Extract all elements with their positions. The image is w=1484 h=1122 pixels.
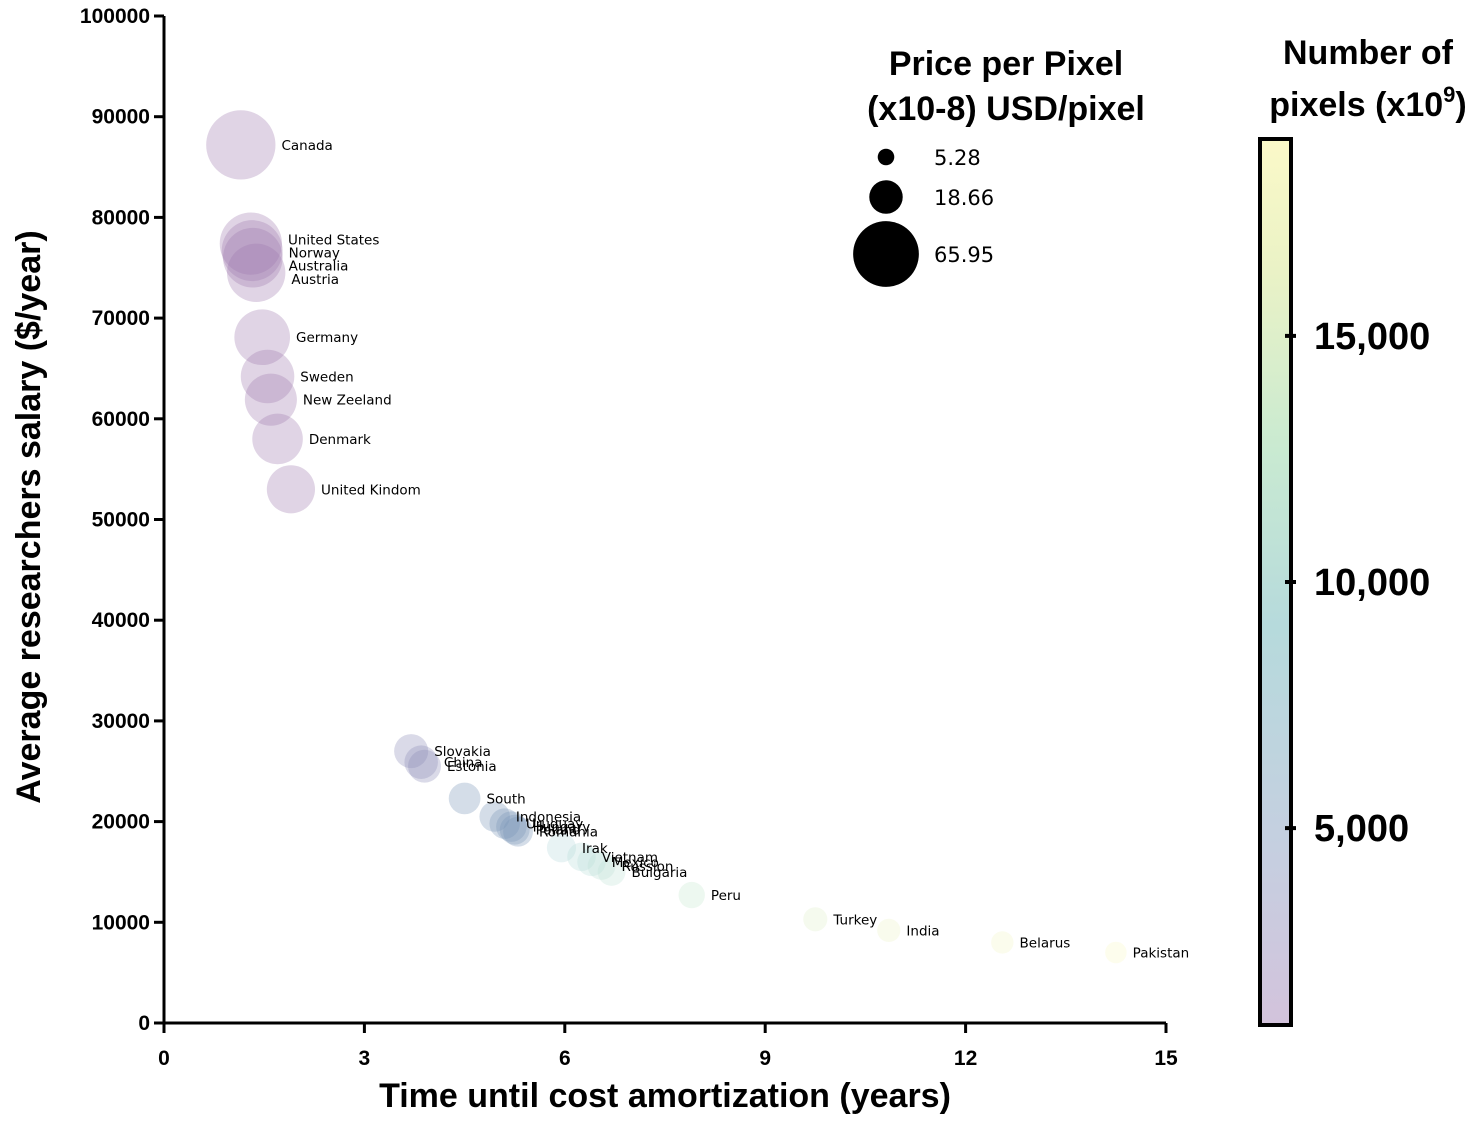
y-axis-ticks: 0 10000 20000 30000 40000 50000 60000 70000 8000… [80,5,164,1035]
point-label: Denmark [309,432,371,448]
point-label: Norway [289,246,340,262]
point-label: Mexico [612,855,659,871]
data-point [221,220,283,282]
size-legend-marker [853,221,919,287]
y-tick-label: 20000 [92,811,150,834]
y-tick-label: 70000 [92,307,150,330]
size-legend-label: 5.28 [934,146,981,170]
data-point [206,110,276,180]
point-label: Romania [539,825,598,841]
point-label: Bulgaria [631,865,687,881]
y-tick-label: 0 [138,1012,150,1035]
point-label: China [444,755,483,771]
data-point [219,212,282,275]
data-point [587,851,616,880]
y-tick-label: 10000 [92,911,150,934]
data-point [408,749,441,783]
y-tick-label: 30000 [92,710,150,733]
data-point [877,918,901,942]
size-legend-label: 18.66 [934,186,994,210]
data-point [503,816,533,847]
x-tick-label: 12 [954,1047,977,1070]
x-axis-ticks: 0 3 6 9 12 15 [158,1023,1178,1070]
point-label: United Kindom [321,482,421,498]
y-tick-label: 80000 [92,206,150,229]
data-point [496,811,527,842]
data-point [1105,941,1127,964]
data-point [223,227,283,288]
x-tick-label: 3 [359,1047,371,1070]
data-point [546,833,577,863]
point-label: Russion [621,859,673,875]
point-label: United States [288,233,379,249]
point-label: Pakistan [1133,946,1190,962]
point-label: Vietnam [602,850,658,866]
point-label: Peru [711,888,741,904]
size-legend: Price per Pixel (x10-8) USD/pixel 5.28 18… [853,45,1145,287]
data-point [448,782,481,815]
x-tick-label: 6 [559,1047,571,1070]
size-legend-title-line2: (x10-8) USD/pixel [867,90,1145,128]
colorbar: Number of pixels (x109) 5,000 10,000 15,00… [1258,34,1467,1027]
point-label: Irak [582,841,608,857]
point-label: Sweden [300,370,353,386]
size-legend-marker [877,148,895,166]
size-legend-marker [869,180,903,214]
point-label: Belarus [1020,935,1071,951]
point-label: India [906,923,939,939]
x-axis-title: Time until cost amortization (years) [379,1077,951,1115]
point-label: Uruguay [526,817,583,833]
data-point [226,243,286,302]
y-tick-label: 50000 [92,509,150,532]
data-point [499,814,530,845]
size-legend-title-line1: Price per Pixel [889,45,1123,83]
x-tick-label: 9 [759,1047,771,1070]
colorbar-tick-label: 5,000 [1314,808,1409,850]
data-point [394,734,429,769]
colorbar-title-line1: Number of [1283,34,1454,72]
data-point [597,858,626,886]
point-label: New Zeeland [303,393,392,409]
data-points [206,110,1127,964]
point-label: Australia [289,259,349,275]
point-label: Estonia [447,759,497,775]
data-point [244,373,297,426]
y-tick-label: 40000 [92,609,150,632]
y-tick-label: 90000 [92,106,150,129]
point-label: Indonesia [516,810,581,826]
data-point [489,808,520,839]
point-label: Canada [281,138,332,154]
data-point [240,349,295,404]
data-point [234,309,291,366]
point-labels: Canada United StatesNorwayAustraliaAustri… [281,138,1189,962]
y-tick-label: 60000 [92,408,150,431]
data-point [577,847,606,877]
point-label: Hungary [533,820,591,836]
x-tick-label: 15 [1154,1047,1178,1070]
point-label: South [486,791,525,807]
colorbar-tick-label: 10,000 [1314,562,1430,604]
size-legend-label: 65.95 [934,243,994,267]
point-label: Austria [291,272,339,288]
y-axis-title: Average researchers salary ($/year) [10,230,48,803]
point-label: Turkey [832,912,877,928]
x-tick-label: 0 [158,1047,170,1070]
colorbar-tick-label: 15,000 [1314,316,1430,358]
colorbar-title-line2: pixels (x109) [1269,82,1466,124]
data-point [803,907,828,932]
data-point [252,413,303,465]
data-point [678,881,705,909]
data-point [404,745,438,779]
data-point [567,842,596,872]
point-label: Slovakia [434,744,491,760]
y-tick-label: 100000 [80,5,150,28]
data-point [479,801,510,832]
point-label: Poland [536,823,581,839]
data-point [266,465,316,514]
data-point [991,931,1014,954]
point-label: Germany [296,330,358,346]
